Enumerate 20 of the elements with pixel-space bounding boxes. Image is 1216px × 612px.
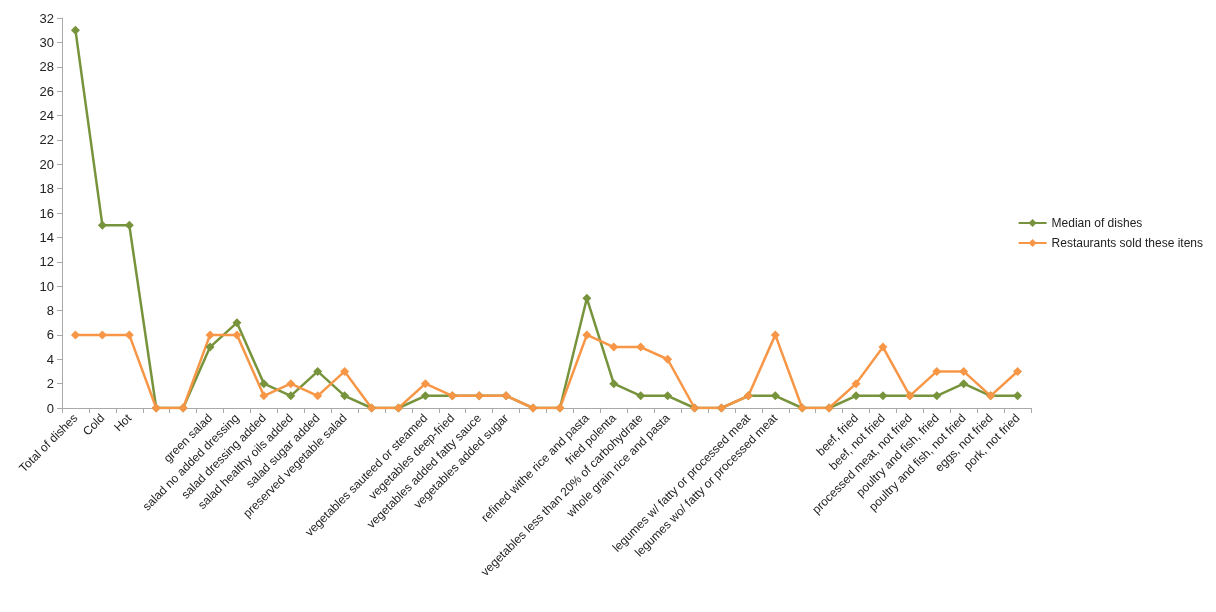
legend-label: Restaurants sold these itens [1051, 236, 1203, 250]
y-tick-label: 12 [39, 254, 54, 270]
y-tick-label: 22 [39, 132, 54, 148]
y-tick-label: 4 [46, 351, 54, 367]
y-tick-label: 28 [39, 59, 54, 75]
y-tick-label: 16 [39, 205, 54, 221]
legend-label: Median of dishes [1051, 216, 1143, 230]
y-tick-label: 30 [39, 34, 54, 50]
y-tick-label: 26 [39, 83, 54, 99]
y-tick-label: 10 [39, 278, 54, 294]
y-tick-label: 32 [39, 10, 54, 26]
y-tick-label: 0 [46, 400, 54, 416]
y-tick-label: 20 [39, 156, 54, 172]
x-tick-label: Hot [111, 410, 135, 435]
y-tick-label: 14 [39, 229, 54, 245]
y-tick-label: 8 [46, 303, 54, 318]
y-tick-label: 2 [46, 376, 54, 392]
y-tick-label: 18 [39, 181, 54, 197]
y-tick-label: 24 [39, 108, 54, 123]
y-tick-label: 6 [46, 327, 54, 343]
